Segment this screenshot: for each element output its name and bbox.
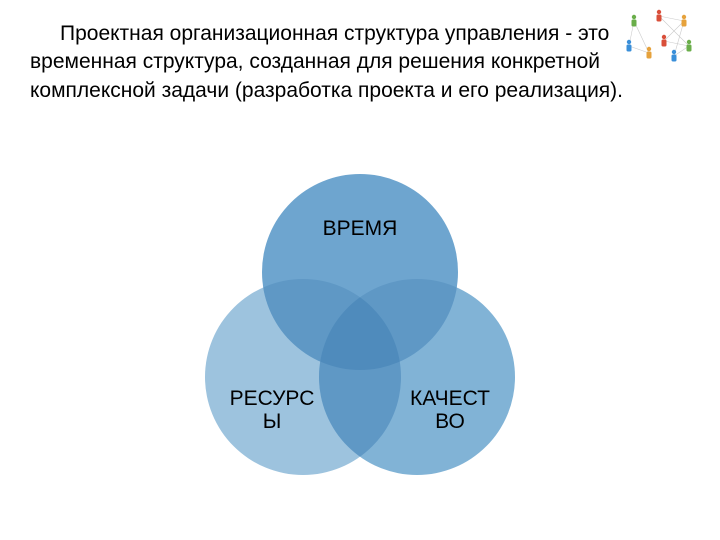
decor-person-4 [662,35,667,47]
decor-person-0 [632,15,637,27]
decor-person-7 [672,50,677,62]
people-network-icon [615,5,705,65]
header-paragraph: Проектная организационная структура упра… [30,20,690,105]
venn-diagram: ВРЕМЯРЕСУРСЫКАЧЕСТВО [165,170,555,530]
decor-person-6 [647,47,652,59]
decor-person-2 [682,15,687,27]
decor-person-5 [687,40,692,52]
venn-label-top: ВРЕМЯ [323,217,398,240]
decor-person-3 [627,40,632,52]
decor-person-1 [657,10,662,22]
